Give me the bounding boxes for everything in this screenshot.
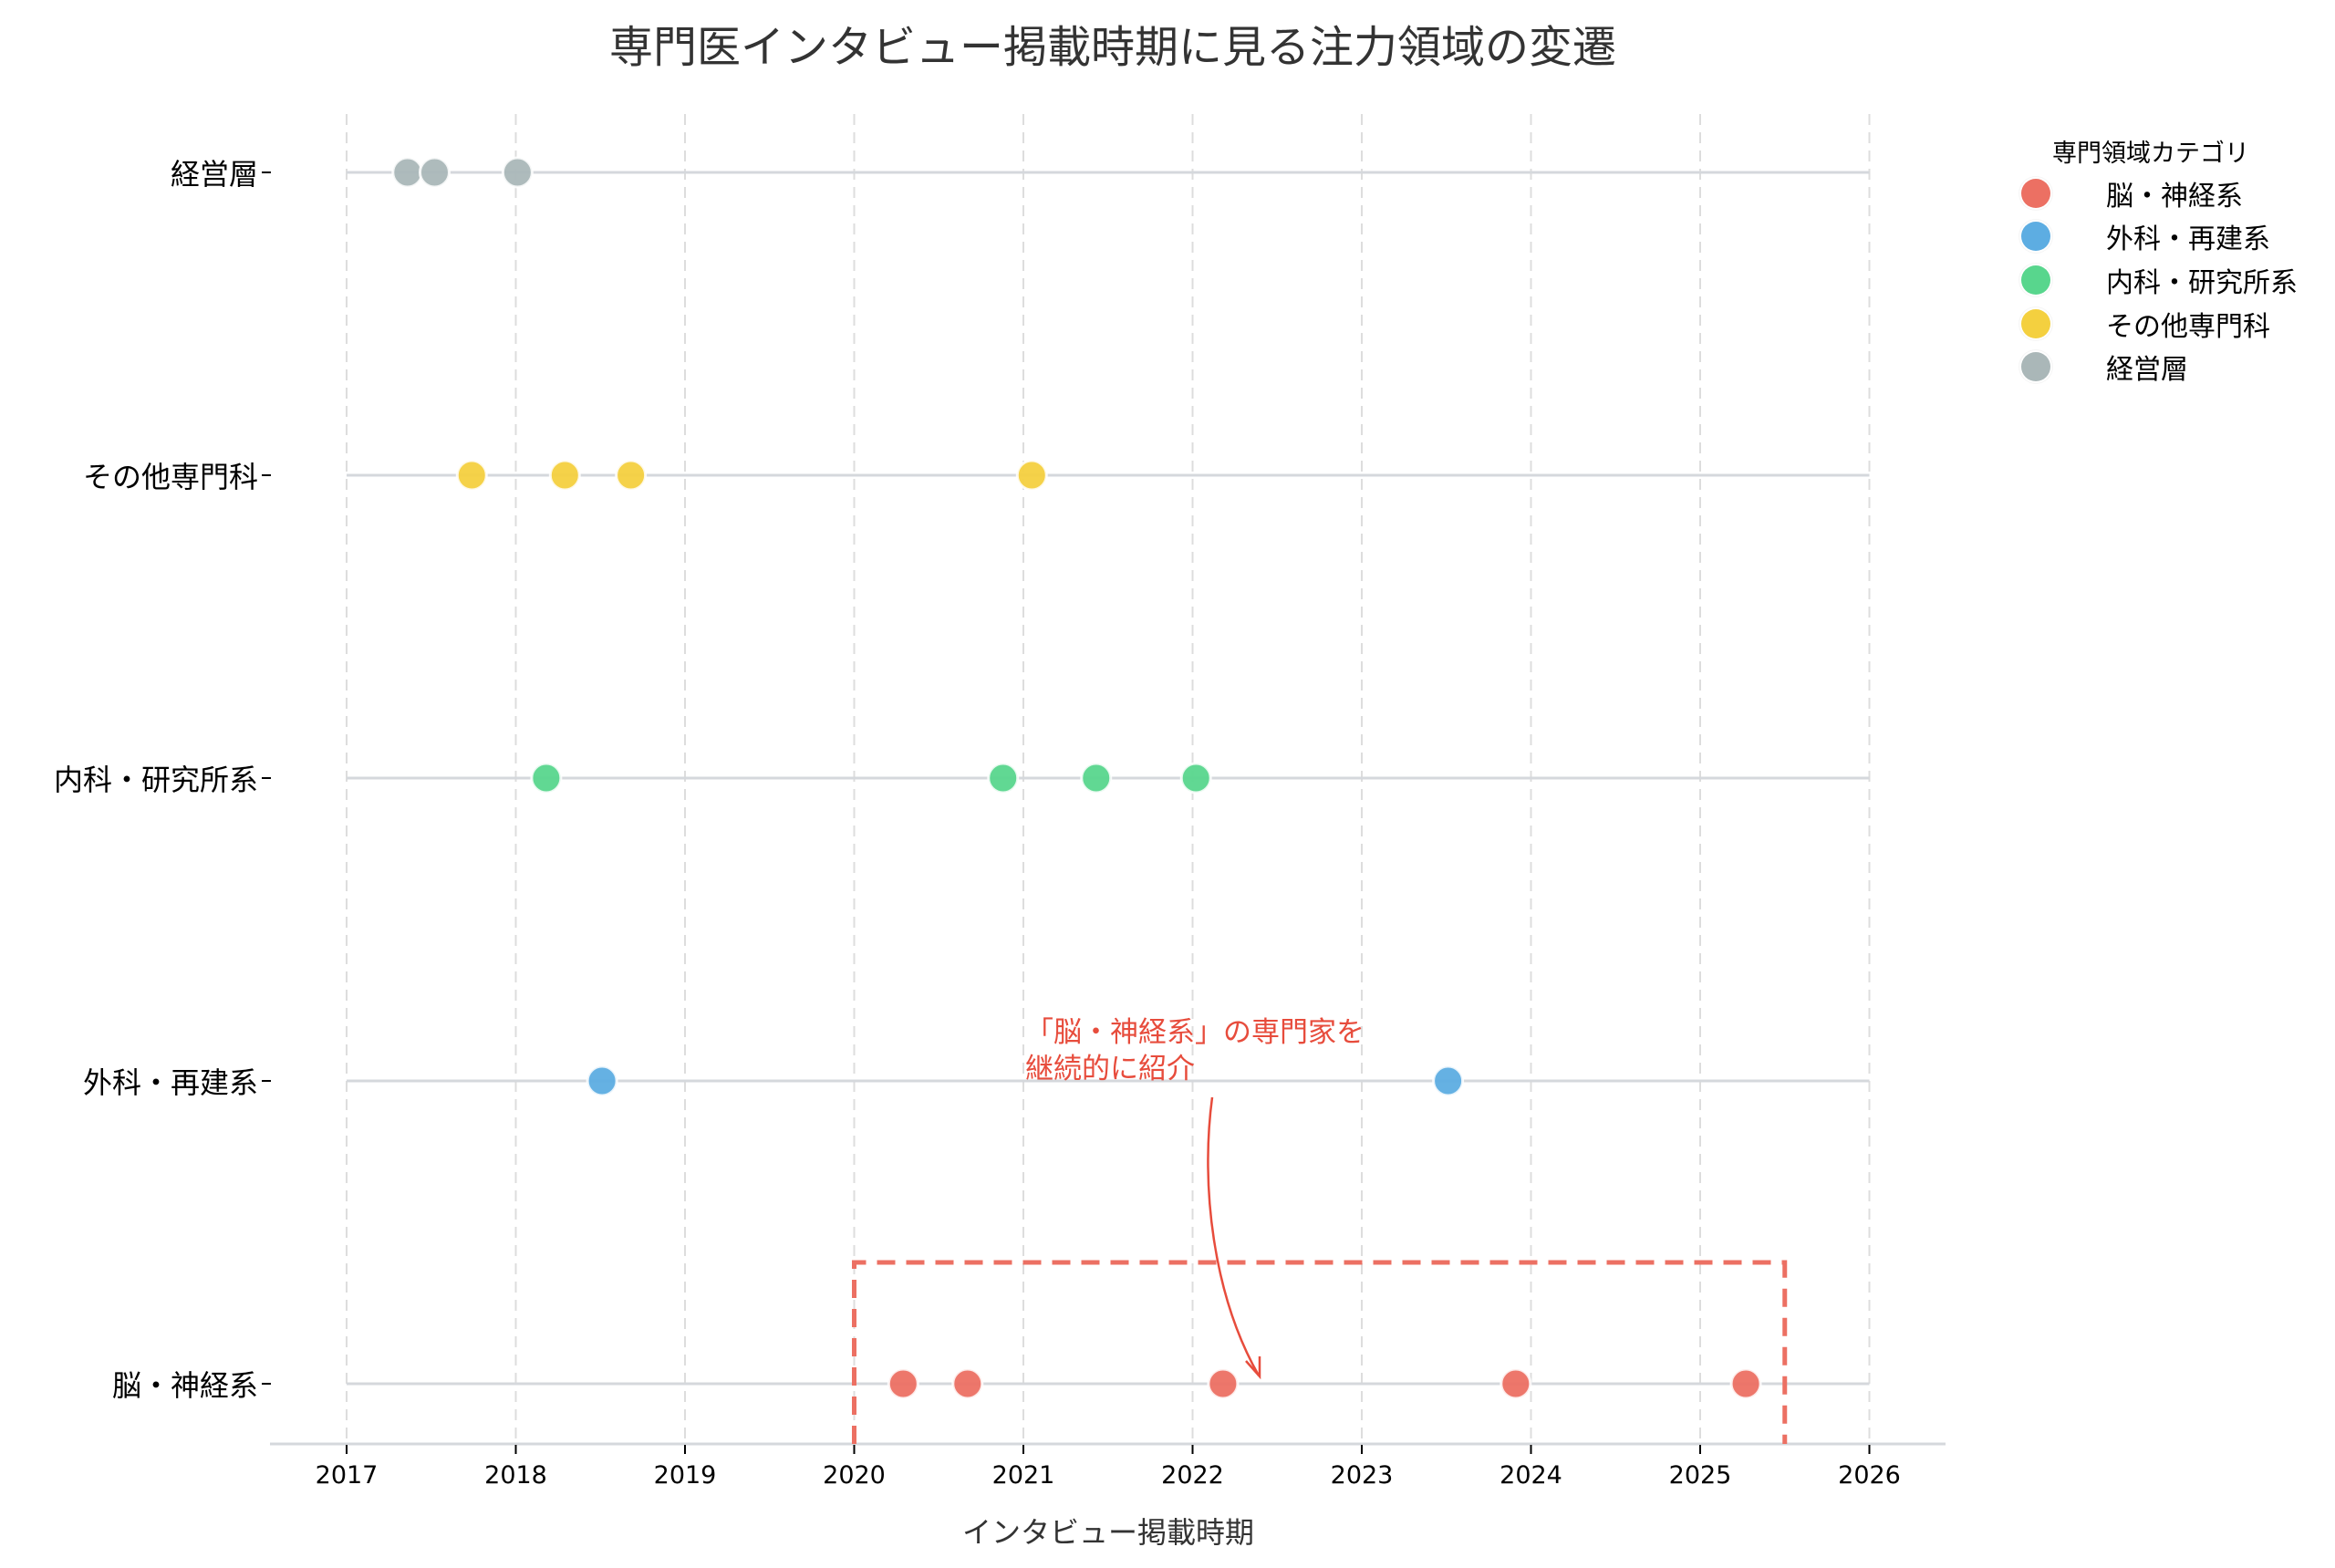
data-point: [391, 156, 424, 189]
data-point: [887, 1367, 919, 1400]
legend-label: 外科・再建系: [2106, 223, 2270, 255]
x-tick-label: 2026: [1838, 1461, 1901, 1490]
y-tick-label: 外科・再建系: [82, 1065, 258, 1100]
chart-title: 専門医インタビュー掲載時期に見る注力領域の変遷: [608, 22, 1616, 73]
annotation-line-1: 「脳・神経系」の専門家を: [1025, 1016, 1365, 1049]
arrowhead-icon: [1245, 1356, 1261, 1380]
x-tick-label: 2017: [315, 1461, 379, 1490]
x-tick-label: 2019: [653, 1461, 717, 1490]
highlight-box: [852, 1260, 1788, 1444]
legend-item-internal: 内科・研究所系: [2021, 262, 2298, 299]
legend-label: その他専門科: [2106, 311, 2270, 343]
data-point: [1729, 1367, 1762, 1400]
data-point: [501, 156, 534, 189]
y-tick-label: 脳・神経系: [111, 1368, 258, 1403]
data-point: [1179, 762, 1212, 794]
x-tick-label: 2025: [1668, 1461, 1732, 1490]
legend-title: 専門領域カテゴリ: [2052, 140, 2249, 168]
legend-label: 内科・研究所系: [2106, 267, 2298, 299]
data-point: [1432, 1064, 1465, 1097]
y-tick-label: 経営層: [170, 157, 258, 192]
data-point: [586, 1064, 618, 1097]
x-axis-label: インタビュー掲載時期: [961, 1515, 1255, 1550]
legend-marker-icon: [2021, 352, 2050, 381]
x-tick-label: 2021: [991, 1461, 1055, 1490]
data-point: [987, 762, 1020, 794]
legend-marker-icon: [2021, 309, 2050, 338]
data-point: [1207, 1367, 1240, 1400]
x-tick-label: 2022: [1161, 1461, 1224, 1490]
annotation-line-2: 継続的に紹介: [1025, 1053, 1195, 1085]
x-tick-label: 2023: [1330, 1461, 1394, 1490]
annotation-text: 「脳・神経系」の専門家を 継続的に紹介: [1025, 1014, 1365, 1087]
annotation-arrow: [1207, 1096, 1261, 1376]
data-point: [1500, 1367, 1532, 1400]
legend-item-surgery: 外科・再建系: [2021, 218, 2270, 255]
legend-label: 経営層: [2106, 354, 2188, 386]
data-point: [548, 459, 581, 492]
legend-item-management: 経営層: [2021, 348, 2188, 386]
data-point: [951, 1367, 984, 1400]
data-point: [1080, 762, 1113, 794]
x-tick-label: 2024: [1500, 1461, 1562, 1490]
data-point: [1015, 459, 1048, 492]
legend-marker-icon: [2021, 265, 2050, 295]
data-point: [455, 459, 488, 492]
legend-marker-icon: [2021, 179, 2050, 208]
x-tick-label: 2018: [484, 1461, 547, 1490]
y-tick-label: その他専門科: [82, 460, 258, 494]
legend-item-brain: 脳・神経系: [2021, 175, 2243, 213]
data-point: [530, 762, 563, 794]
data-point: [615, 459, 648, 492]
legend-label: 脳・神経系: [2106, 181, 2243, 213]
y-tick-label: 内科・研究所系: [53, 763, 258, 797]
legend-item-other: その他専門科: [2021, 306, 2270, 343]
x-tick-label: 2020: [823, 1461, 886, 1490]
legend-marker-icon: [2021, 222, 2050, 251]
data-point: [418, 156, 451, 189]
